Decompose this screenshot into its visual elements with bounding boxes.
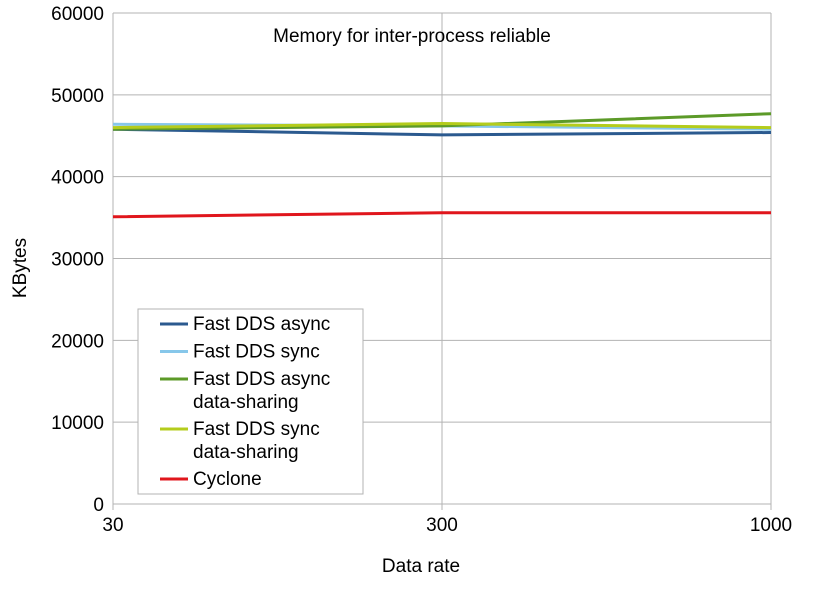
legend-label: data-sharing — [193, 442, 299, 463]
legend: Fast DDS async Fast DDS sync Fast DDS asyn… — [137, 308, 364, 495]
y-tick-label: 40000 — [51, 168, 104, 189]
series-lines — [112, 112, 772, 219]
legend-label: Cyclone — [193, 469, 262, 490]
y-axis-title: KBytes — [10, 238, 31, 298]
y-tick-label: 30000 — [51, 250, 104, 271]
legend-item: Fast DDS async — [160, 314, 330, 335]
y-tick-labels: 0 10000 20000 30000 40000 50000 60000 — [51, 4, 104, 516]
legend-label: Fast DDS async — [193, 369, 330, 390]
x-axis-title: Data rate — [382, 556, 460, 577]
legend-label: Fast DDS sync — [193, 419, 320, 440]
legend-label: Fast DDS sync — [193, 342, 320, 363]
y-tick-label: 60000 — [51, 4, 104, 25]
y-tick-label: 50000 — [51, 86, 104, 107]
legend-label: data-sharing — [193, 392, 299, 413]
y-tick-label: 20000 — [51, 331, 104, 352]
x-tick-label: 30 — [102, 515, 123, 536]
y-tick-label: 0 — [93, 495, 104, 516]
legend-box — [137, 308, 364, 495]
legend-item: Fast DDS sync — [160, 342, 320, 363]
y-tick-label: 10000 — [51, 413, 104, 434]
x-tick-label: 1000 — [750, 515, 792, 536]
legend-label: Fast DDS async — [193, 314, 330, 335]
chart-title: Memory for inter-process reliable — [273, 26, 551, 47]
legend-item: Cyclone — [160, 469, 262, 490]
x-tick-labels: 30 300 1000 — [102, 515, 792, 536]
x-tick-label: 300 — [426, 515, 458, 536]
